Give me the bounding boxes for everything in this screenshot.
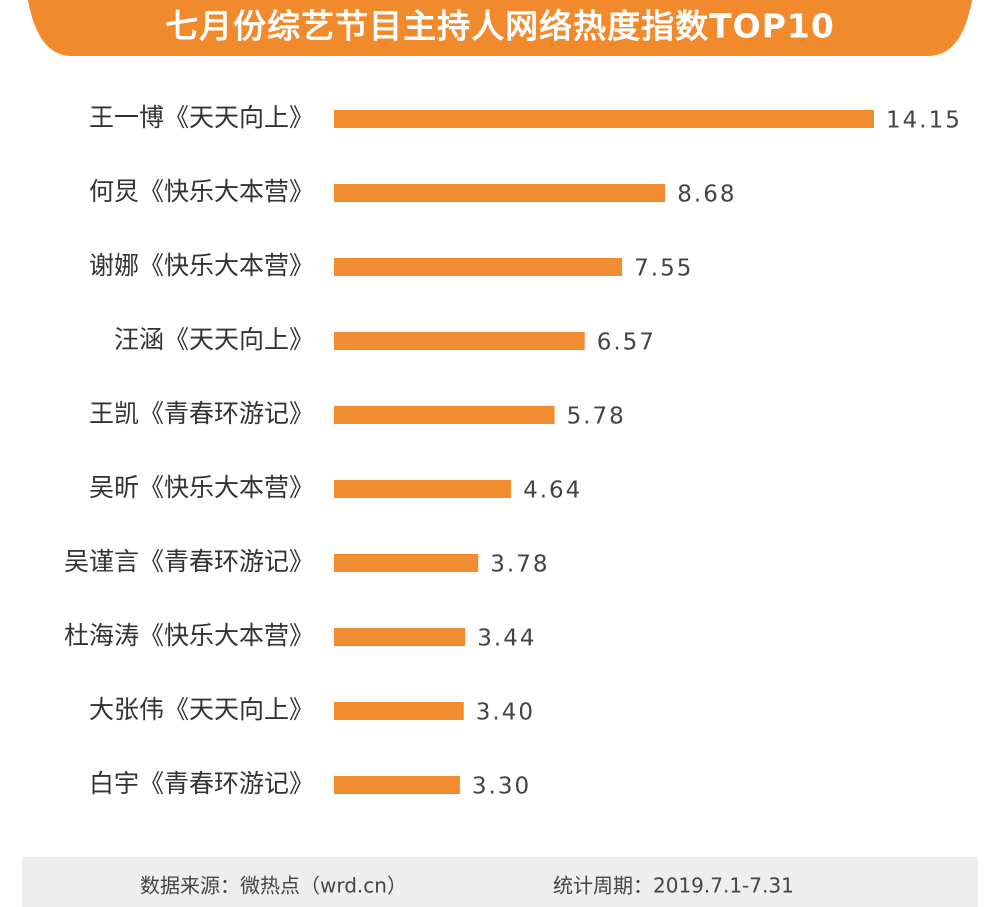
category-label: 吴昕《快乐大本营》 [89,473,314,502]
category-label: 吴谨言《青春环游记》 [64,547,314,576]
bar [334,258,623,276]
value-label: 5.78 [567,404,626,430]
value-label: 6.57 [597,330,656,356]
value-label: 3.44 [477,626,536,652]
category-label: 何炅《快乐大本营》 [89,177,314,206]
bar [334,332,585,350]
bar [334,554,479,572]
bar [334,776,460,794]
category-label: 王凯《青春环游记》 [89,399,314,428]
chart-title: 七月份综艺节目主持人网络热度指数TOP10 [165,7,835,46]
value-label: 3.30 [472,774,531,800]
category-label: 王一博《天天向上》 [89,103,314,132]
bar [334,110,874,128]
category-label: 白宇《青春环游记》 [89,769,314,798]
value-label: 7.55 [634,256,693,282]
category-label: 大张伟《天天向上》 [89,695,314,724]
bar [334,628,466,646]
value-label: 3.78 [490,552,549,578]
value-label: 8.68 [677,182,736,208]
bar [334,406,555,424]
category-label: 杜海涛《快乐大本营》 [64,621,314,650]
category-label: 谢娜《快乐大本营》 [89,251,314,280]
bar [334,184,666,202]
period-note: 统计周期：2019.7.1-7.31 [553,874,794,898]
source-note: 数据来源：微热点（wrd.cn） [140,874,407,898]
bar [334,702,464,720]
value-label: 14.15 [886,108,962,134]
bar [334,480,512,498]
category-label: 汪涵《天天向上》 [114,325,314,354]
footer-band [22,857,978,907]
title-banner [28,0,972,56]
value-label: 3.40 [476,700,535,726]
value-label: 4.64 [523,478,582,504]
